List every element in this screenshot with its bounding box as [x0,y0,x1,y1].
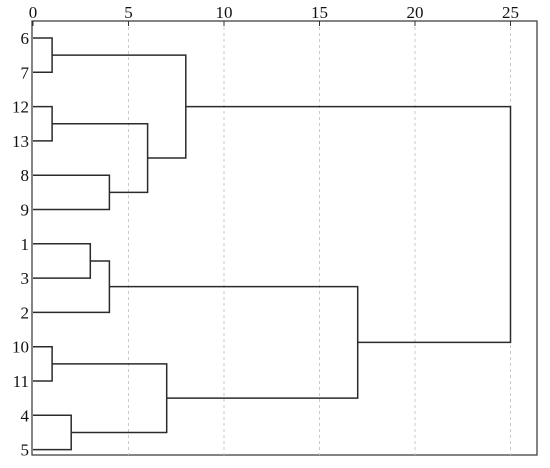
merge-link-12-13_8-9 [52,123,149,194]
leaf-label-13: 13 [12,132,29,151]
plot-frame [31,20,538,456]
merge-link-1_3 [33,243,92,279]
leaf-label-4: 4 [21,406,30,425]
dendrogram-links [33,37,512,451]
leaf-label-7: 7 [21,63,30,82]
x-axis-ticks: 0 5 10 15 20 25 [29,3,519,26]
tick-label: 20 [407,3,424,22]
leaf-label-11: 11 [13,372,29,391]
merge-link-6-7_12-13-8-9 [52,54,187,159]
merge-link-1-3-2_10-11-4-5 [109,285,359,399]
merge-link-6_7 [33,37,53,74]
merge-link-10-11_4-5 [52,363,168,434]
leaf-label-2: 2 [21,303,30,322]
leaf-label-1: 1 [21,235,30,254]
merge-link-6-7-12-13-8-9_1-3-2-10-11-4-5 [185,105,512,344]
merge-link-8_9 [33,174,111,211]
leaf-label-8: 8 [21,166,30,185]
tick-label: 25 [502,3,519,22]
leaf-label-10: 10 [12,338,29,357]
merge-link-1-3_2 [33,260,111,314]
leaf-label-12: 12 [12,98,29,117]
leaf-label-3: 3 [21,269,30,288]
merge-link-10_11 [33,345,53,382]
leaf-label-6: 6 [21,29,30,48]
tick-label: 10 [216,3,233,22]
leaf-label-5: 5 [21,441,30,460]
tick-label: 5 [124,3,133,22]
tick-label: 15 [311,3,328,22]
leaf-label-9: 9 [21,201,30,220]
tick-label: 0 [29,3,38,22]
merge-link-12_13 [33,105,53,142]
merge-link-4_5 [33,414,72,451]
